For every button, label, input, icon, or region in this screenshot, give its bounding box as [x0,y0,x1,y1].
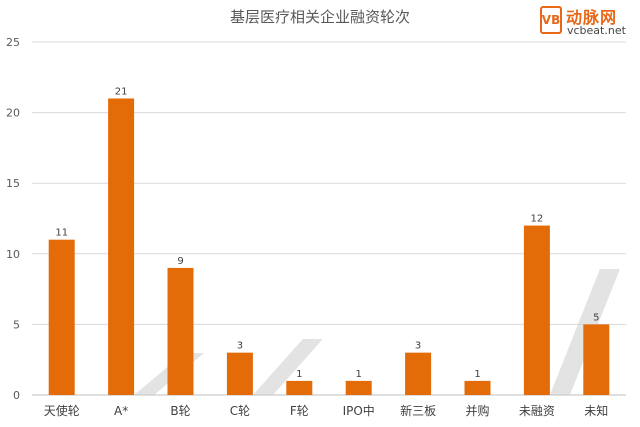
y-tick-label: 10 [6,248,20,261]
x-tick-label: 并购 [465,403,489,418]
y-tick-label: 0 [13,389,20,402]
y-tick-label: 15 [6,177,20,190]
data-label: 5 [593,312,599,323]
data-label: 3 [237,341,243,352]
data-label: 1 [356,369,362,380]
data-label: 9 [177,256,183,267]
bar [108,98,135,395]
bar [464,380,491,395]
x-tick-label: F轮 [290,404,309,418]
vcbeat-logo: VB 动脉网 vcbeat.net [540,4,636,40]
data-label: 1 [474,369,480,380]
bar [286,380,313,395]
x-tick-label: A* [114,404,128,418]
y-tick-label: 5 [13,318,20,331]
x-tick-label: C轮 [230,404,250,418]
x-tick-label: 未知 [584,404,608,418]
vb-logo-mark-icon: VB [540,6,562,34]
data-label: 11 [55,228,68,239]
bar [226,352,253,395]
x-tick-label: B轮 [170,404,190,418]
bar [583,324,610,395]
y-tick-label: 25 [6,36,20,49]
bar [48,239,75,395]
y-tick-label: 20 [6,107,20,120]
logo-name-cn: 动脉网 [566,8,618,27]
x-tick-label: 新三板 [400,403,436,418]
x-tick-label: 未融资 [519,404,555,418]
data-label: 3 [415,341,421,352]
bar [405,352,432,395]
bar [345,380,372,395]
data-label: 21 [115,86,128,97]
data-label: 1 [296,369,302,380]
bar [167,267,194,395]
bar-shadow [252,339,323,395]
x-tick-label: IPO中 [343,403,375,418]
logo-name-en: vcbeat.net [567,24,626,37]
bar [523,225,550,395]
x-tick-label: 天使轮 [44,403,80,418]
data-label: 12 [531,214,544,225]
chart-title: 基层医疗相关企业融资轮次 [229,8,410,26]
